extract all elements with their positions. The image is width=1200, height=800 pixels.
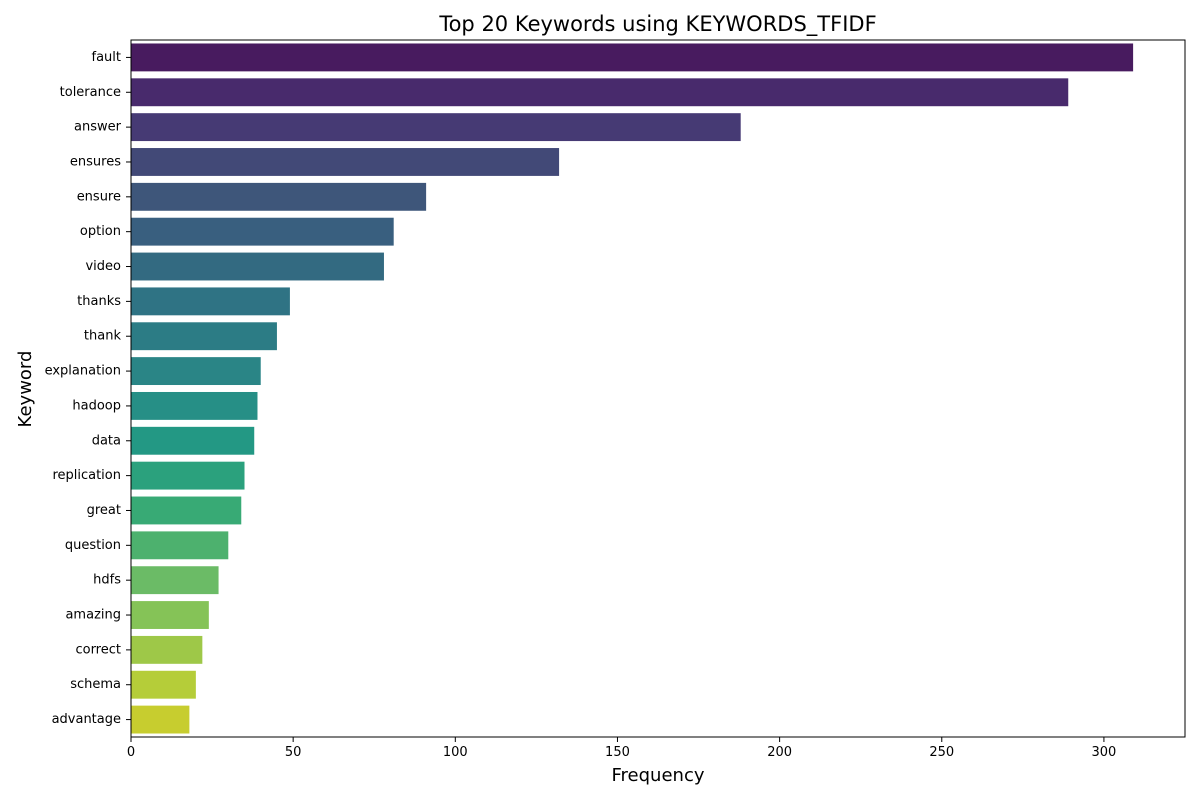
chart-title: Top 20 Keywords using KEYWORDS_TFIDF <box>438 12 876 37</box>
bar-great <box>131 496 242 525</box>
bar-video <box>131 252 384 281</box>
y-axis-ticks: fault tolerance answer ensures ensure option v… <box>45 50 131 727</box>
bar-hadoop <box>131 391 258 420</box>
y-axis-title: Keyword <box>15 351 36 428</box>
bar-explanation <box>131 357 261 386</box>
y-tick-label: answer <box>74 120 122 135</box>
bar-ensures <box>131 148 560 176</box>
y-tick-label: fault <box>92 50 122 65</box>
y-tick-label: option <box>80 224 121 239</box>
bar-option <box>131 217 394 246</box>
y-tick-label: advantage <box>52 712 121 727</box>
x-tick-label: 0 <box>127 745 135 760</box>
bar-fault <box>131 43 1134 72</box>
y-tick-label: data <box>92 433 121 448</box>
x-axis-title: Frequency <box>612 765 705 786</box>
bar-answer <box>131 113 741 142</box>
y-tick-label: hadoop <box>72 398 121 413</box>
bars-group <box>131 43 1134 734</box>
x-tick-label: 100 <box>443 745 468 760</box>
bar-amazing <box>131 601 209 629</box>
plot-frame <box>130 39 1186 738</box>
x-tick-label: 150 <box>605 745 630 760</box>
bar-advantage <box>131 705 190 734</box>
bar-question <box>131 531 229 560</box>
bar-thanks <box>131 287 290 316</box>
bar-ensure <box>131 182 427 211</box>
x-tick-label: 50 <box>285 745 302 760</box>
bar-correct <box>131 635 203 664</box>
y-tick-label: explanation <box>45 364 121 379</box>
bar-hdfs <box>131 566 219 595</box>
y-tick-label: schema <box>70 677 121 692</box>
bar-tolerance <box>131 78 1069 107</box>
y-tick-label: replication <box>52 468 121 483</box>
bar-replication <box>131 461 245 490</box>
y-tick-label: hdfs <box>93 573 121 588</box>
x-tick-label: 200 <box>767 745 792 760</box>
x-tick-label: 300 <box>1092 745 1117 760</box>
y-tick-label: tolerance <box>60 85 121 100</box>
y-tick-label: video <box>85 259 121 274</box>
y-tick-label: thanks <box>77 294 121 309</box>
y-tick-label: correct <box>75 642 121 657</box>
y-tick-label: great <box>87 503 121 518</box>
y-tick-label: ensures <box>70 154 121 169</box>
y-tick-label: thank <box>84 329 122 344</box>
bar-thank <box>131 322 277 351</box>
bar-data <box>131 426 255 455</box>
y-tick-label: amazing <box>65 608 121 623</box>
bar-schema <box>131 670 196 699</box>
x-axis-ticks: 0 50 100 150 200 250 300 <box>127 737 1116 760</box>
x-tick-label: 250 <box>929 745 954 760</box>
y-tick-label: ensure <box>77 189 121 204</box>
y-tick-label: question <box>65 538 121 553</box>
